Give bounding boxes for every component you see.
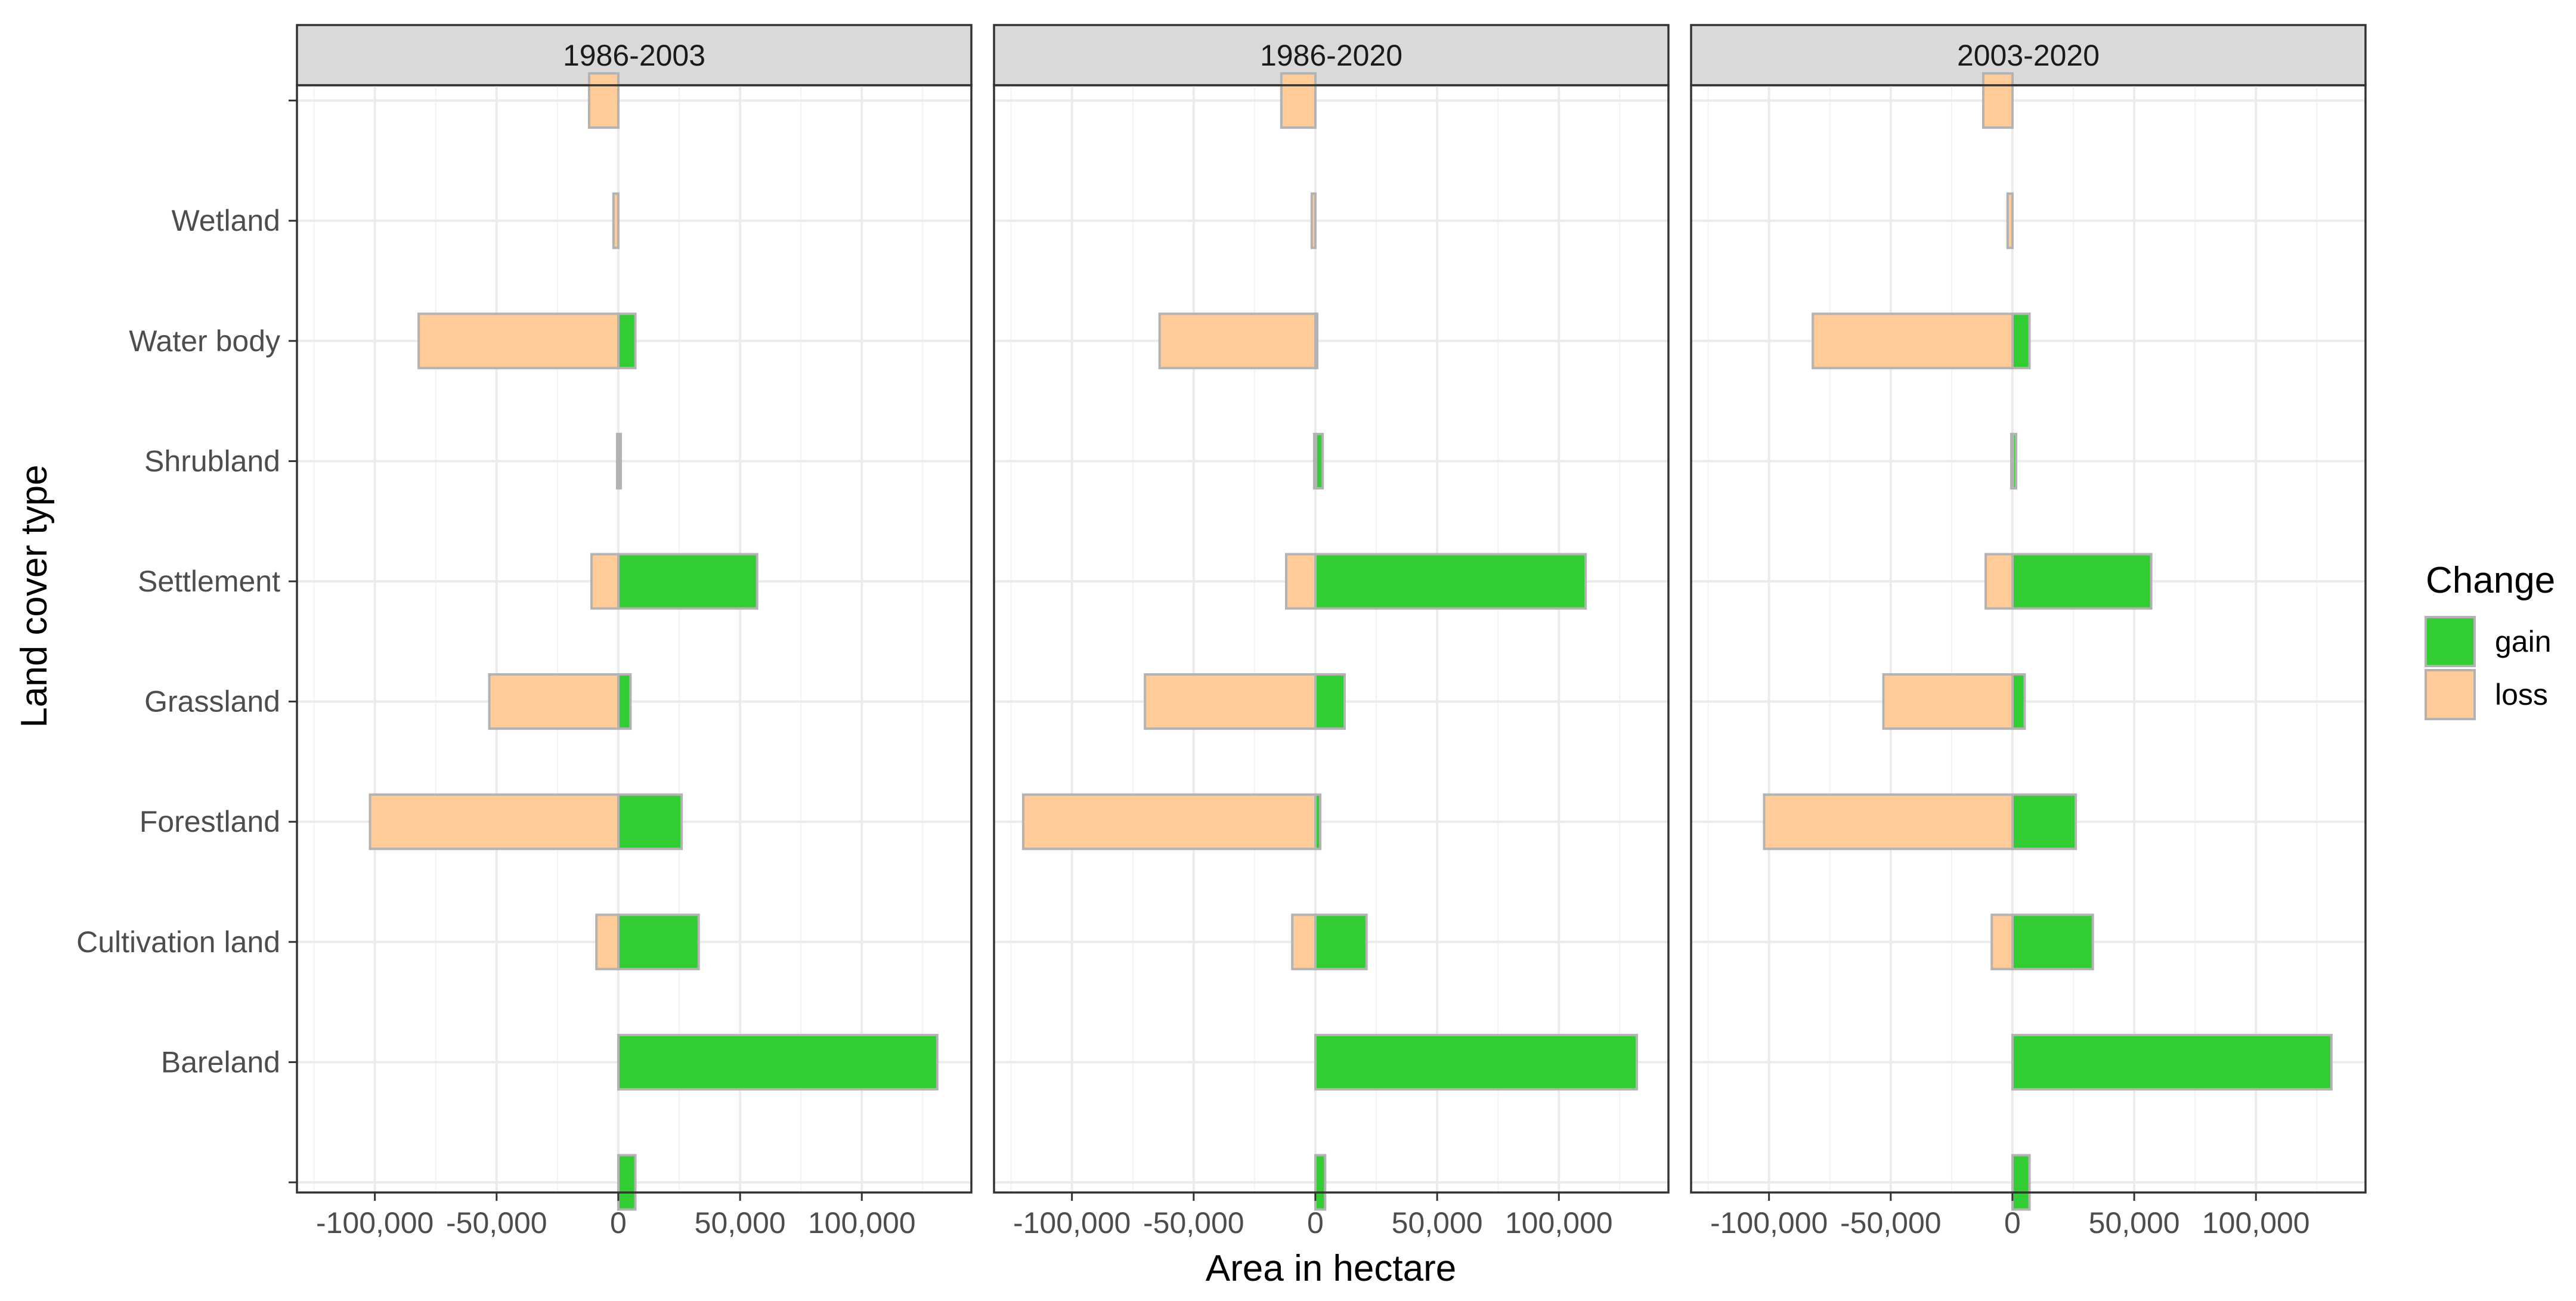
legend: Change gain loss <box>2425 560 2555 720</box>
facet-strip-title: 2003-2020 <box>1957 39 2100 72</box>
bar-loss-Shrubland <box>615 432 620 490</box>
bar-gain-unlabeled <box>617 1154 637 1211</box>
x-tick-label: 100,000 <box>808 1206 916 1240</box>
bar-loss-Shrubland <box>2010 432 2014 490</box>
bar-gain-Bareland <box>2011 1033 2333 1091</box>
bar-loss-Water body <box>417 312 620 370</box>
legend-key-gain <box>2425 616 2476 667</box>
bar-loss-Wetland <box>2006 192 2014 249</box>
bar-gain-unlabeled <box>1314 1154 1327 1211</box>
panel-border <box>1690 84 2367 1194</box>
x-tick-label: 0 <box>2004 1206 2021 1240</box>
bar-loss-Settlement <box>1984 553 2014 610</box>
x-tick-label: -100,000 <box>316 1206 434 1240</box>
legend-key-loss <box>2425 669 2476 720</box>
y-tick-label: Water body <box>129 324 280 358</box>
bar-loss-unlabeled <box>587 72 620 129</box>
facet-strip-title: 1986-2020 <box>1260 39 1402 72</box>
bar-loss-Forestland <box>1763 793 2014 850</box>
bar-gain-Settlement <box>1314 553 1587 610</box>
bar-loss-Settlement <box>1284 553 1317 610</box>
facet-strip-title: 1986-2003 <box>563 39 705 72</box>
y-tick-label: Shrubland <box>144 444 280 478</box>
bar-gain-Forestland <box>617 793 683 850</box>
bar-loss-Forestland <box>1021 793 1317 850</box>
x-tick-label: -50,000 <box>1143 1206 1244 1240</box>
bar-loss-Water body <box>1158 312 1317 370</box>
panel-border <box>993 84 1670 1194</box>
bar-gain-Water body <box>617 312 637 370</box>
bar-gain-Bareland <box>617 1033 939 1091</box>
x-tick-label: 0 <box>1307 1206 1324 1240</box>
bar-loss-unlabeled <box>1280 72 1317 129</box>
bar-gain-Settlement <box>617 553 758 610</box>
y-tick-label: Settlement <box>138 565 280 598</box>
bar-loss-Cultivation land <box>1291 913 1317 971</box>
bar-gain-Grassland <box>617 673 632 730</box>
y-tick-label: Cultivation land <box>76 925 280 959</box>
x-axis-title: Area in hectare <box>1206 1248 1456 1289</box>
bar-loss-Grassland <box>1144 673 1317 730</box>
x-tick-label: 50,000 <box>2089 1206 2180 1240</box>
facet-strip <box>993 24 1670 86</box>
bar-gain-Forestland <box>2011 793 2077 850</box>
bar-loss-Settlement <box>590 553 620 610</box>
x-tick-label: 100,000 <box>2202 1206 2310 1240</box>
legend-label-loss: loss <box>2495 678 2548 711</box>
panel-border <box>296 84 973 1194</box>
x-tick-label: 50,000 <box>1392 1206 1483 1240</box>
x-tick-label: 50,000 <box>695 1206 786 1240</box>
bar-loss-Cultivation land <box>1990 913 2014 971</box>
y-axis-title: Land cover type <box>14 464 55 727</box>
x-tick-label: -50,000 <box>446 1206 547 1240</box>
bar-loss-Wetland <box>1310 192 1317 249</box>
y-tick-label: Grassland <box>144 685 280 718</box>
bar-loss-Wetland <box>612 192 620 249</box>
legend-title: Change <box>2426 560 2555 601</box>
bar-gain-Grassland <box>1314 673 1346 730</box>
facet-panel-2003-2020: 2003-2020 -100,000 -50,000 0 50,000 100,000 <box>1690 24 2367 1240</box>
bar-loss-Shrubland <box>1312 432 1317 490</box>
bar-loss-Grassland <box>488 673 620 730</box>
x-tick-label: -100,000 <box>1013 1206 1131 1240</box>
facet-panel-1986-2020: 1986-2020 -100,000 -50,000 0 50,000 100,000 <box>993 24 1670 1240</box>
legend-label-gain: gain <box>2495 625 2552 658</box>
x-tick-label: 0 <box>610 1206 627 1240</box>
y-tick-label: Bareland <box>161 1045 280 1079</box>
bar-gain-Cultivation land <box>617 913 700 971</box>
bar-gain-Grassland <box>2011 673 2026 730</box>
bar-gain-Settlement <box>2011 553 2153 610</box>
x-tick-label: -100,000 <box>1710 1206 1828 1240</box>
bar-loss-Forestland <box>369 793 620 850</box>
bar-loss-Water body <box>1812 312 2014 370</box>
bar-gain-unlabeled <box>2011 1154 2031 1211</box>
x-tick-label: 100,000 <box>1505 1206 1613 1240</box>
y-tick-label: Forestland <box>140 805 280 838</box>
x-tick-label: -50,000 <box>1840 1206 1942 1240</box>
bar-loss-Grassland <box>1882 673 2014 730</box>
facet-panel-1986-2003: 1986-2003 -100,000 -50,000 0 50,000 100,000 Ba… <box>76 24 973 1240</box>
y-tick-label: Wetland <box>171 204 280 237</box>
facet-strip <box>1690 24 2367 86</box>
bar-gain-Cultivation land <box>1314 913 1368 971</box>
bar-gain-Water body <box>2011 312 2031 370</box>
bar-loss-Cultivation land <box>595 913 620 971</box>
bar-gain-Cultivation land <box>2011 913 2094 971</box>
facet-panels: 1986-2003 -100,000 -50,000 0 50,000 100,000 Ba… <box>76 24 2367 1240</box>
bar-loss-unlabeled <box>1981 72 2014 129</box>
bar-gain-Bareland <box>1314 1033 1638 1091</box>
facet-strip <box>296 24 973 86</box>
